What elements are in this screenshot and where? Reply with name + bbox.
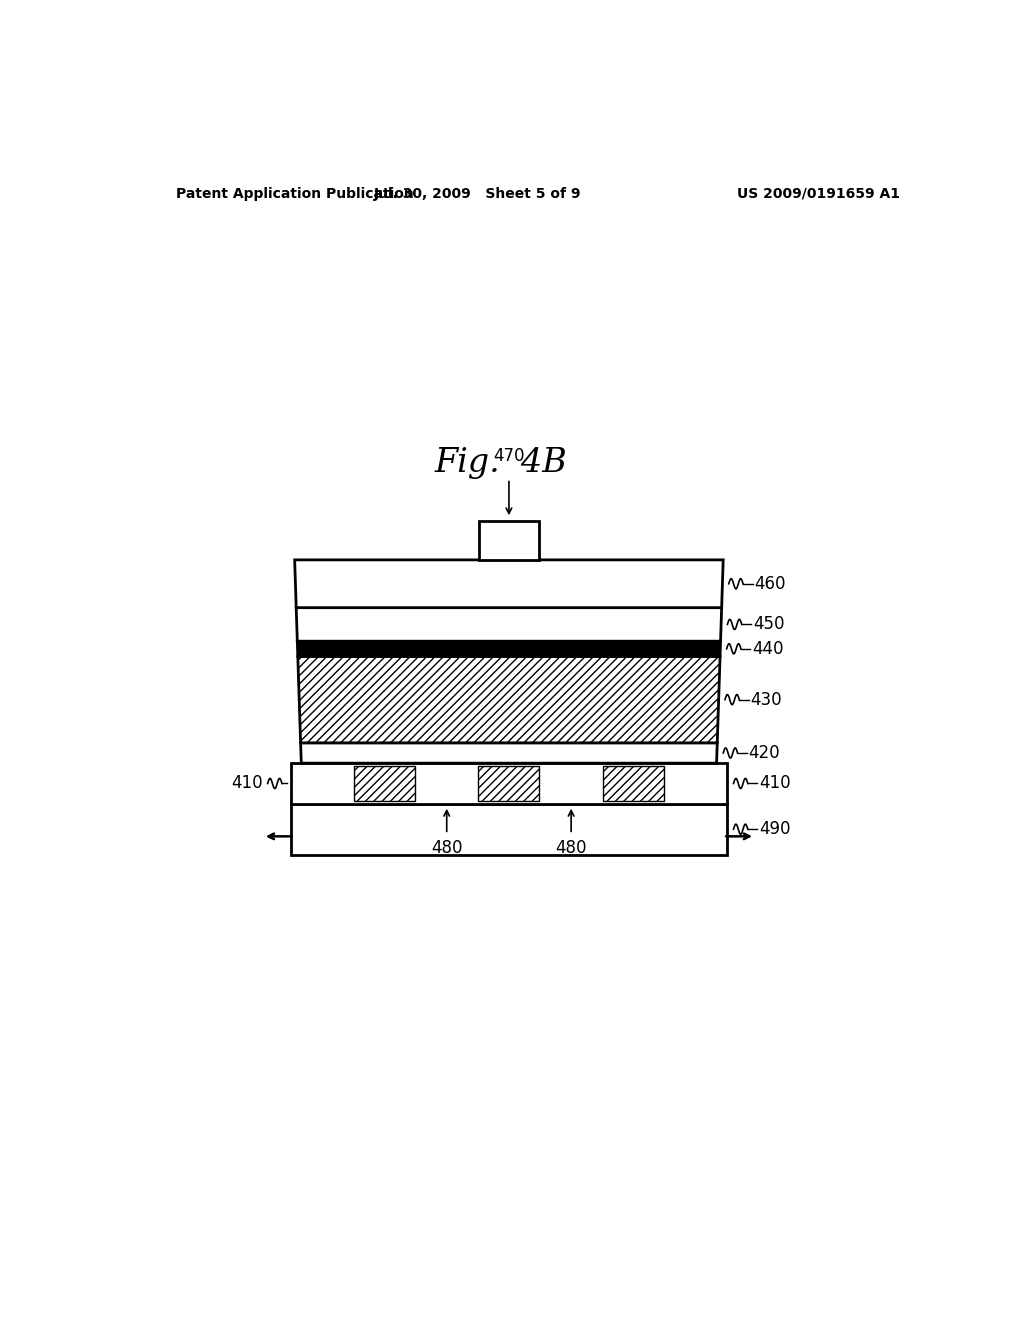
Text: 480: 480 xyxy=(431,840,463,858)
Text: 410: 410 xyxy=(759,775,791,792)
Text: 420: 420 xyxy=(749,744,780,762)
Text: Patent Application Publication: Patent Application Publication xyxy=(176,187,414,201)
Text: 430: 430 xyxy=(751,690,782,709)
Text: Fig.  4B: Fig. 4B xyxy=(434,447,567,479)
Polygon shape xyxy=(298,656,720,743)
Bar xyxy=(479,521,539,560)
Text: 490: 490 xyxy=(759,820,791,838)
Polygon shape xyxy=(296,607,722,642)
Polygon shape xyxy=(295,560,723,607)
Text: 450: 450 xyxy=(753,615,784,634)
Text: Jul. 30, 2009   Sheet 5 of 9: Jul. 30, 2009 Sheet 5 of 9 xyxy=(374,187,581,201)
Text: 440: 440 xyxy=(752,640,783,657)
Text: 460: 460 xyxy=(754,574,785,593)
Text: US 2009/0191659 A1: US 2009/0191659 A1 xyxy=(737,187,900,201)
Bar xyxy=(291,763,727,804)
Text: 470: 470 xyxy=(494,447,524,466)
Polygon shape xyxy=(297,642,721,656)
Bar xyxy=(291,804,727,854)
Text: 480: 480 xyxy=(555,840,587,858)
Polygon shape xyxy=(301,743,717,763)
Bar xyxy=(603,766,664,801)
Text: 410: 410 xyxy=(231,775,263,792)
Bar xyxy=(354,766,415,801)
Bar xyxy=(478,766,540,801)
